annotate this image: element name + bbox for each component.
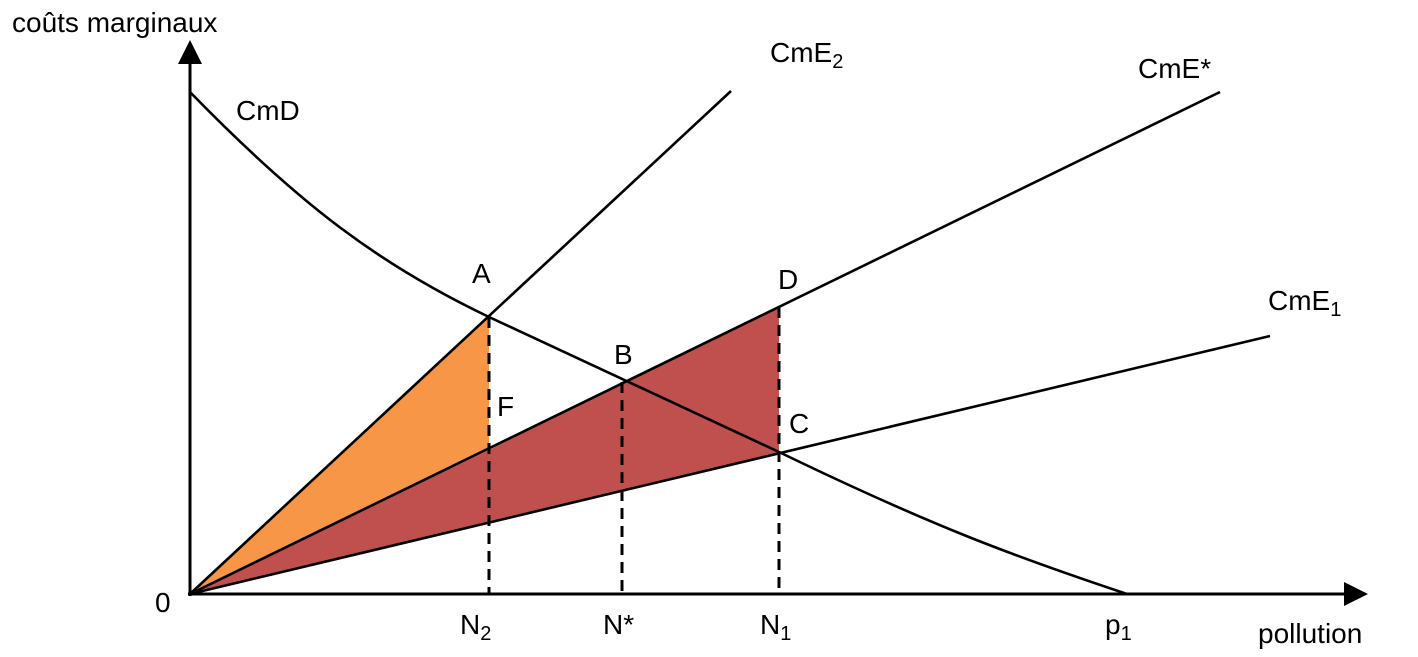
cme2-label-sub: 2 [832,51,843,73]
cme2-label: CmE2 [770,37,843,73]
cme2-line [189,90,732,595]
cme-star-label: CmE* [1138,53,1211,84]
p1-tick-sub: 1 [1121,623,1132,645]
cme-star-line [189,90,1221,596]
n1-tick-main: N [760,609,780,640]
x-axis-label: pollution [1258,618,1362,649]
point-f-label: F [497,391,514,422]
point-c-label: C [789,408,809,439]
origin-label: 0 [155,587,171,618]
cmd-curve [189,91,1128,596]
y-axis-arrowhead [178,40,202,64]
x-axis-arrowhead [1344,582,1368,606]
point-a-label: A [472,258,491,289]
n2-tick-sub: 2 [480,623,491,645]
p1-tick-main: p [1105,609,1121,640]
cme1-label: CmE1 [1268,285,1341,321]
n2-tick-label: N2 [460,609,491,645]
cme1-line [189,334,1271,596]
cmd-label: CmD [236,95,300,126]
n1-tick-label: N1 [760,609,791,645]
cme1-label-sub: 1 [1330,299,1341,321]
y-axis-label: coûts marginaux [12,7,217,38]
point-b-label: B [614,339,633,370]
n1-tick-sub: 1 [780,623,791,645]
n2-tick-main: N [460,609,480,640]
p1-tick-label: p1 [1105,609,1132,645]
cme2-label-main: CmE [770,37,832,68]
point-d-label: D [778,264,798,295]
cme1-label-main: CmE [1268,285,1330,316]
n-star-tick-label: N* [603,609,634,640]
